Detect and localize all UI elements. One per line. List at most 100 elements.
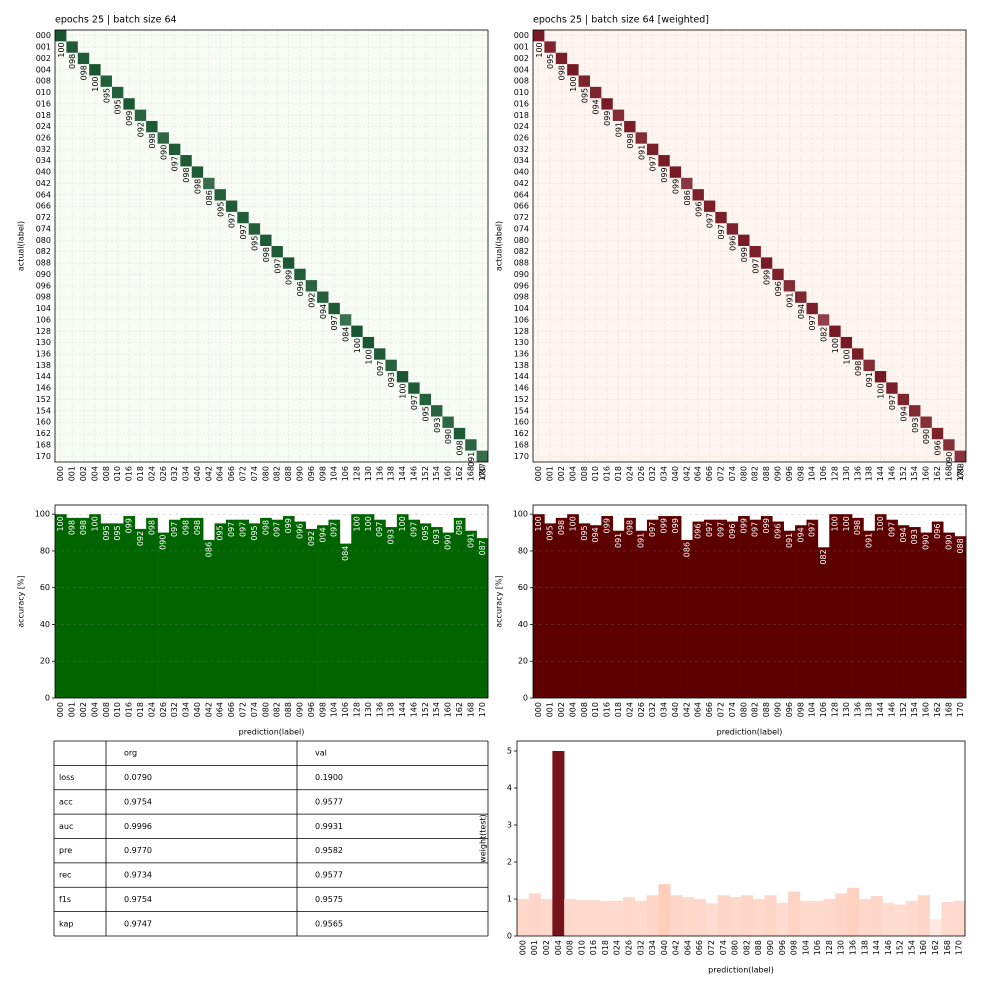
y-tick-label: 154 (514, 406, 529, 415)
diagonal-cell (555, 52, 568, 65)
bar-value-label: 096 (295, 524, 304, 539)
x-tick-label: 000 (518, 940, 527, 955)
x-tick-label: 104 (808, 702, 817, 717)
y-tick-label: 032 (514, 145, 529, 154)
y-tick-label: 088 (514, 259, 529, 268)
x-tick-label: 074 (728, 702, 737, 717)
x-tick-label: 040 (193, 466, 202, 481)
cell-label: 100 (535, 42, 544, 57)
x-tick-label: 170 (955, 940, 964, 955)
x-tick-label: 162 (455, 702, 464, 717)
x-tick-label: 160 (922, 702, 931, 717)
y-tick-label: 3 (507, 820, 512, 829)
y-axis-label: actual(label) (495, 221, 504, 271)
x-tick-label: 034 (182, 466, 191, 481)
x-tick-label: 000 (534, 702, 543, 717)
bar-value-label: 100 (568, 516, 577, 531)
x-tick-label: 098 (796, 702, 805, 717)
cell-label: 097 (888, 395, 897, 410)
bar-value-label: 095 (102, 525, 111, 540)
y-tick-label: 098 (514, 293, 529, 302)
x-tick-label: 138 (860, 940, 869, 955)
y-tick-label: 20 (40, 657, 50, 666)
cell-label: 096 (694, 202, 703, 217)
cell-label: 090 (945, 452, 954, 467)
x-tick-label: 130 (364, 466, 373, 481)
x-tick-label: 072 (707, 940, 716, 955)
y-tick-label: 136 (514, 350, 529, 359)
y-tick-label: 072 (36, 213, 51, 222)
x-tick-label: 136 (849, 940, 858, 955)
bar (954, 536, 967, 698)
table-cell: auc (59, 822, 73, 831)
bar (544, 523, 557, 698)
bar (741, 895, 754, 936)
x-tick-label: 004 (568, 466, 577, 481)
bar (817, 547, 830, 698)
x-axis-label: prediction(label) (239, 728, 305, 737)
cell-label: 100 (91, 76, 100, 91)
bar-value-label: 091 (466, 533, 475, 548)
diagonal-cell (544, 41, 556, 53)
x-tick-label: 098 (790, 940, 799, 955)
y-tick-label: 082 (36, 247, 51, 256)
bar-value-label: 100 (534, 516, 543, 531)
diagonal-cell (111, 86, 124, 99)
bar (943, 532, 955, 698)
table-header: org (124, 749, 137, 758)
bar-value-label: 097 (330, 522, 339, 537)
table-cell: acc (59, 797, 73, 806)
bar-value-label: 099 (603, 518, 612, 533)
x-tick-label: 040 (660, 940, 669, 955)
x-tick-label: 018 (136, 466, 145, 481)
diagonal-cell (339, 314, 352, 326)
x-tick-label: 154 (910, 466, 919, 481)
x-tick-label: 016 (125, 702, 134, 717)
y-tick-label: 032 (36, 145, 51, 154)
bar (225, 519, 238, 698)
x-tick-label: 034 (660, 702, 669, 717)
bar (897, 525, 910, 698)
bar (882, 902, 895, 936)
x-tick-label: 128 (830, 466, 839, 481)
diagonal-cell (954, 450, 966, 462)
diagonal-cell (77, 52, 90, 65)
x-tick-label: 080 (739, 466, 748, 481)
diagonal-cell (795, 291, 807, 303)
x-tick-label: 128 (352, 702, 361, 717)
y-tick-label: 130 (36, 338, 51, 347)
y-tick-label: 000 (514, 31, 529, 40)
y-tick-label: 144 (36, 372, 51, 381)
y-tick-label: 168 (514, 440, 529, 449)
bar-value-label: 100 (352, 516, 361, 531)
diagonal-cell (738, 234, 750, 246)
x-tick-label: 010 (577, 940, 586, 955)
x-tick-label: 160 (444, 702, 453, 717)
cell-label: 097 (330, 315, 339, 330)
cell-label: 097 (410, 395, 419, 410)
x-tick-label: 082 (273, 466, 282, 481)
y-tick-label: 090 (514, 270, 529, 279)
x-tick-label: 096 (307, 702, 316, 717)
cell-label: 100 (57, 42, 66, 57)
bar-value-label: 093 (387, 529, 396, 544)
diagonal-cell (567, 64, 579, 76)
diagonal-cell (646, 143, 659, 156)
x-tick-label: 072 (717, 702, 726, 717)
x-tick-label: 064 (683, 940, 692, 955)
y-tick-label: 064 (36, 190, 51, 199)
table-cell: 0.9754 (124, 797, 152, 806)
bar-value-label: 097 (239, 522, 248, 537)
bar (385, 527, 398, 698)
x-tick-label: 064 (694, 702, 703, 717)
bar (726, 521, 739, 698)
cell-label: 094 (899, 406, 908, 421)
x-tick-label: 026 (637, 702, 646, 717)
bar-value-label: 092 (136, 531, 145, 546)
diagonal-cell (612, 109, 625, 121)
diagonal-cell (601, 98, 613, 110)
x-tick-label: 162 (931, 940, 940, 955)
y-tick-label: 034 (36, 156, 51, 165)
bar-value-label: 094 (591, 527, 600, 542)
x-tick-label: 000 (534, 466, 543, 481)
